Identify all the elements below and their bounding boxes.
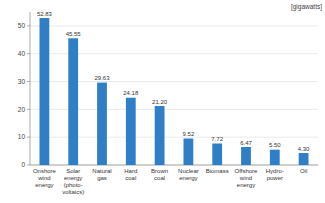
category-label-line: Biomass (206, 168, 229, 174)
category-label: Solarenergy(photo-voltaics) (62, 168, 84, 195)
bar (40, 18, 50, 165)
bar (212, 144, 222, 165)
bar (126, 98, 136, 165)
data-label: 6.47 (240, 140, 252, 146)
category-label-line: Onshore (33, 168, 57, 174)
category-label-line: coal (125, 175, 136, 181)
category-label-line: Hydro- (266, 168, 284, 174)
category-label: Hardcoal (124, 168, 137, 181)
bars (40, 18, 309, 165)
tick-mark (27, 53, 30, 54)
bar (155, 106, 165, 165)
category-label-line: Solar (66, 168, 80, 174)
data-label: 45.55 (66, 31, 82, 37)
data-label: 7.72 (211, 136, 223, 142)
category-label-line: wind (37, 175, 50, 181)
category-label: Browncoal (151, 168, 168, 181)
category-label: Naturalgas (92, 168, 111, 181)
data-label: 5.50 (269, 142, 281, 148)
category-label-line: energy (237, 182, 255, 188)
tick-label: 20 (18, 106, 26, 113)
data-label: 52.83 (37, 11, 53, 17)
chart: 0 10 20 30 40 50 [gigawatts] 52.83 45.55 29.63 24.… (0, 0, 325, 203)
category-label: Hydro-power (266, 168, 284, 181)
grid-line (30, 25, 318, 26)
axis-label: [gigawatts] (291, 3, 322, 11)
tick-mark (27, 109, 30, 110)
tick-label: 10 (18, 133, 26, 140)
category-label: Biomass (206, 168, 229, 174)
tick-mark (27, 25, 30, 26)
category-label-line: wind (239, 175, 252, 181)
data-label: 9.52 (183, 131, 195, 137)
category-label-line: Natural (92, 168, 111, 174)
category-label-line: Oil (300, 168, 307, 174)
data-label: 29.63 (94, 75, 110, 81)
tick-label: 50 (18, 22, 26, 29)
category-label-line: (photo- (64, 182, 83, 188)
tick-mark (27, 137, 30, 138)
bar (97, 83, 107, 165)
bar (270, 150, 280, 165)
category-label-line: power (267, 175, 283, 181)
tick-label: 0 (21, 161, 25, 168)
tick-label: 40 (18, 50, 26, 57)
category-label-line: energy (64, 175, 82, 181)
bar (68, 38, 78, 165)
bar (184, 139, 194, 165)
category-label-line: Brown (151, 168, 168, 174)
category-label: Oil (300, 168, 307, 174)
category-label-line: voltaics) (62, 189, 84, 195)
bar (299, 153, 309, 165)
y-axis (30, 12, 31, 165)
data-label: 21.20 (152, 99, 168, 105)
tick-mark (27, 81, 30, 82)
category-label-line: energy (35, 182, 53, 188)
data-label: 4.30 (298, 146, 310, 152)
category-label-line: gas (97, 175, 107, 181)
category-label-line: coal (154, 175, 165, 181)
category-label: Offshorewindenergy (235, 168, 259, 188)
tick-label: 30 (18, 78, 26, 85)
bar (241, 147, 251, 165)
category-label: Onshorewindenergy (33, 168, 57, 188)
category-label-line: Hard (124, 168, 137, 174)
tick-mark (27, 165, 30, 166)
category-label-line: Nuclear (178, 168, 199, 174)
category-label: Nuclearenergy (178, 168, 199, 181)
category-label-line: energy (179, 175, 197, 181)
category-label-line: Offshore (235, 168, 259, 174)
data-label: 24.18 (123, 90, 139, 96)
